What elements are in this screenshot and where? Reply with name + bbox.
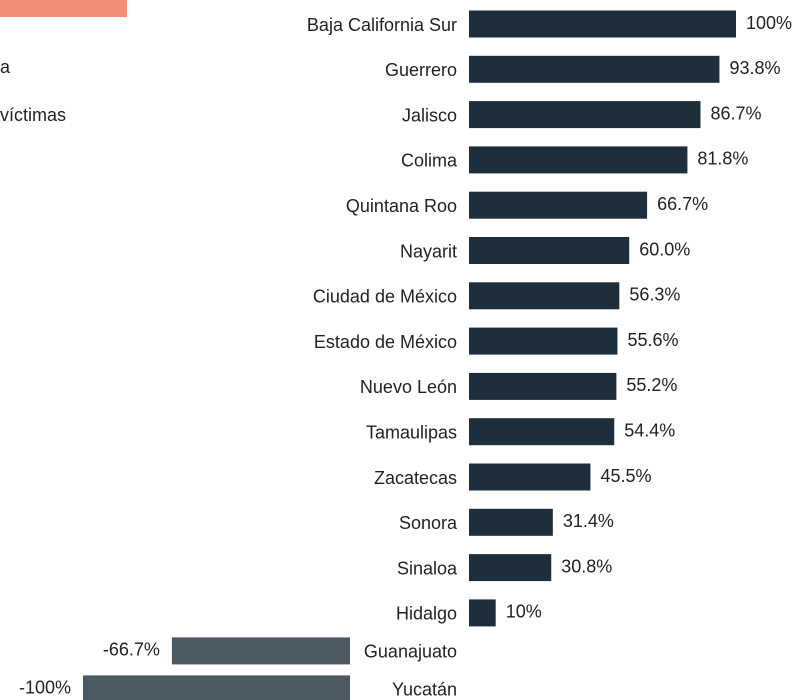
legend-text: a bbox=[0, 57, 11, 77]
category-label: Hidalgo bbox=[396, 604, 457, 624]
bar bbox=[469, 191, 648, 219]
bar bbox=[469, 146, 688, 174]
value-label: -100% bbox=[19, 678, 71, 698]
category-label: Estado de México bbox=[314, 332, 457, 352]
value-label: 30.8% bbox=[561, 556, 612, 576]
category-label: Guanajuato bbox=[364, 642, 457, 662]
value-label: 55.6% bbox=[627, 330, 678, 350]
category-label: Sinaloa bbox=[397, 558, 458, 578]
bar bbox=[171, 637, 350, 665]
category-label: Guerrero bbox=[385, 60, 457, 80]
bar bbox=[469, 554, 552, 582]
category-label: Colima bbox=[401, 151, 458, 171]
bar bbox=[469, 237, 630, 264]
bar bbox=[469, 463, 591, 491]
value-label: 10% bbox=[506, 602, 542, 622]
category-label: Nayarit bbox=[400, 241, 457, 261]
value-label: 45.5% bbox=[600, 466, 651, 486]
value-label: 86.7% bbox=[710, 103, 761, 123]
category-label: Quintana Roo bbox=[346, 196, 457, 216]
category-label: Sonora bbox=[399, 513, 458, 533]
legend-text: víctimas bbox=[0, 105, 66, 125]
category-label: Ciudad de México bbox=[313, 287, 457, 307]
category-label: Nuevo León bbox=[360, 377, 457, 397]
bar bbox=[469, 599, 496, 627]
category-label: Zacatecas bbox=[374, 468, 457, 488]
bar bbox=[469, 418, 615, 446]
legend-swatch bbox=[0, 0, 127, 17]
value-label: 54.4% bbox=[624, 420, 675, 440]
bar bbox=[469, 327, 618, 355]
value-label: 100% bbox=[746, 13, 792, 33]
bar bbox=[469, 101, 701, 129]
bar bbox=[83, 675, 350, 700]
value-label: 31.4% bbox=[563, 511, 614, 531]
value-label: 55.2% bbox=[626, 375, 677, 395]
bar bbox=[469, 508, 553, 536]
bar bbox=[469, 55, 720, 83]
bar bbox=[469, 282, 620, 310]
category-label: Yucatán bbox=[392, 680, 457, 700]
category-label: Jalisco bbox=[402, 105, 457, 125]
value-label: 81.8% bbox=[697, 149, 748, 169]
value-label: -66.7% bbox=[103, 640, 160, 660]
value-label: 93.8% bbox=[729, 58, 780, 78]
value-label: 60.0% bbox=[639, 239, 690, 259]
category-label: Tamaulipas bbox=[366, 422, 457, 442]
value-label: 56.3% bbox=[629, 285, 680, 305]
category-label: Baja California Sur bbox=[307, 15, 457, 35]
bar bbox=[469, 10, 736, 38]
bar bbox=[469, 372, 617, 400]
value-label: 66.7% bbox=[657, 194, 708, 214]
